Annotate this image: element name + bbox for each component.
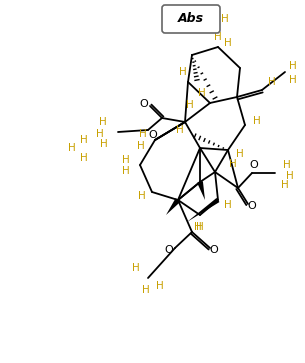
Text: O: O [248, 201, 257, 211]
Text: Abs: Abs [178, 12, 204, 25]
Text: O: O [140, 99, 148, 109]
Text: H: H [281, 180, 289, 190]
Text: H: H [224, 38, 232, 48]
Text: O: O [249, 160, 258, 170]
Text: H: H [253, 116, 261, 126]
Text: H: H [99, 117, 107, 127]
Text: H: H [80, 153, 88, 163]
Text: H: H [268, 77, 276, 87]
Text: H: H [221, 14, 229, 24]
Polygon shape [197, 181, 205, 200]
Text: H: H [122, 155, 130, 165]
Text: H: H [186, 100, 194, 110]
Text: O: O [210, 245, 218, 255]
Text: H: H [138, 191, 146, 201]
Text: O: O [165, 245, 173, 255]
Text: H: H [286, 171, 294, 181]
Text: O: O [149, 130, 157, 140]
Text: H: H [176, 125, 184, 135]
Text: H: H [132, 263, 140, 273]
Polygon shape [187, 198, 219, 222]
Text: H: H [194, 222, 202, 232]
Text: H: H [289, 61, 297, 71]
Text: H: H [229, 159, 237, 169]
Text: H: H [96, 129, 104, 139]
Text: H: H [142, 285, 150, 295]
Text: H: H [179, 67, 187, 77]
Text: H: H [224, 200, 232, 210]
Text: H: H [289, 75, 297, 85]
Text: H: H [283, 160, 291, 170]
Text: H: H [139, 129, 147, 139]
Text: H: H [100, 139, 108, 149]
Text: H: H [137, 141, 145, 151]
FancyBboxPatch shape [162, 5, 220, 33]
Text: H: H [198, 88, 206, 98]
Text: H: H [80, 135, 88, 145]
Text: H: H [122, 166, 130, 176]
Polygon shape [166, 198, 180, 215]
Text: H: H [214, 32, 222, 42]
Text: H: H [68, 143, 76, 153]
Text: H: H [196, 222, 204, 232]
Text: H: H [156, 281, 164, 291]
Text: H: H [236, 149, 244, 159]
